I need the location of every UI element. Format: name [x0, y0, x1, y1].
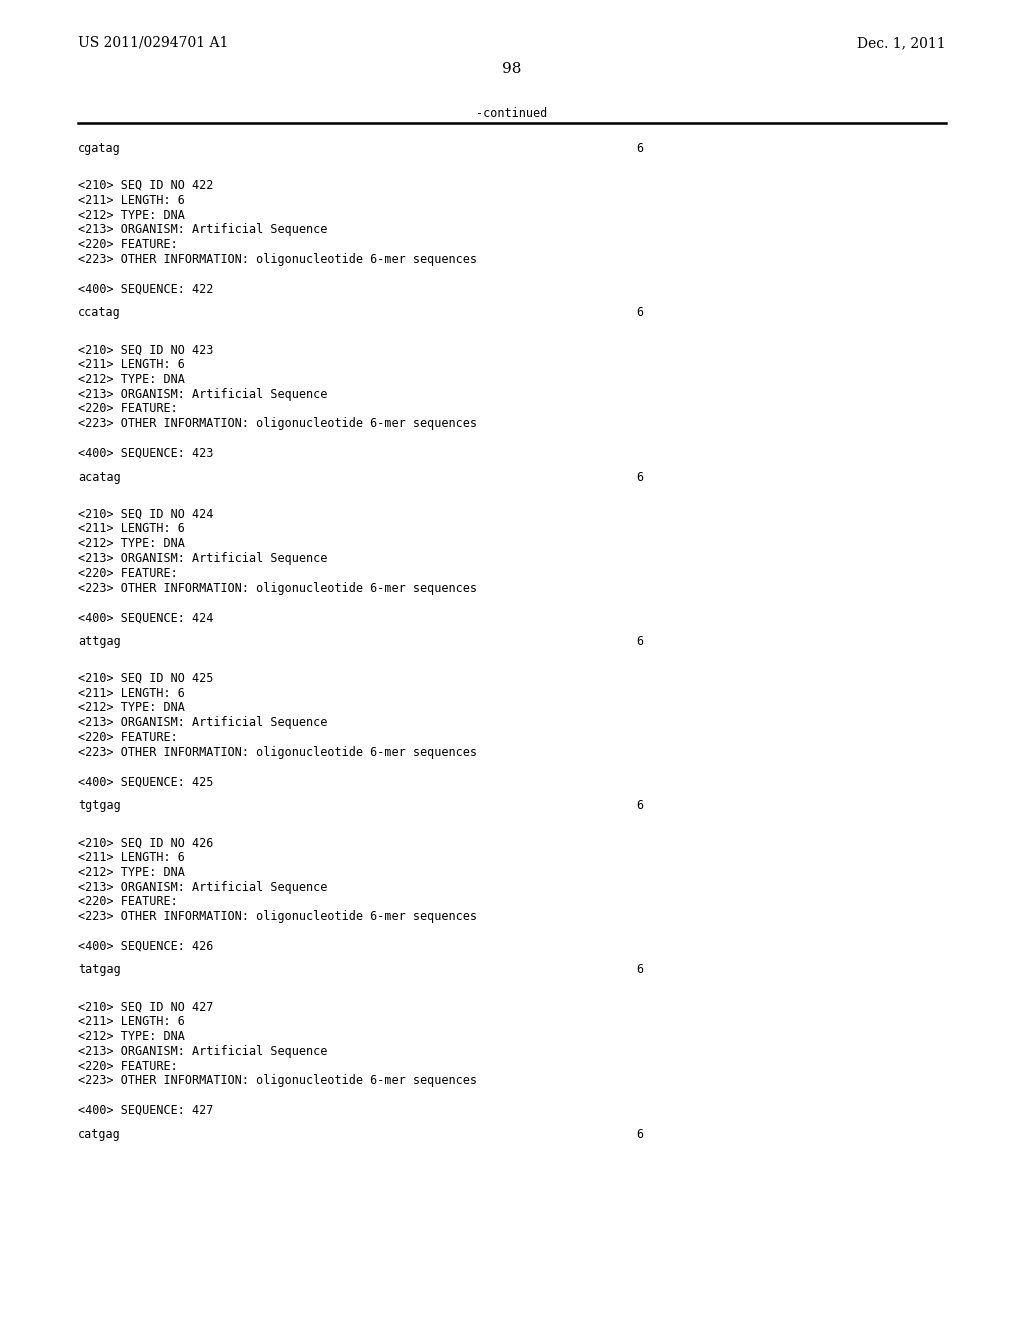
Text: 6: 6: [636, 1127, 643, 1140]
Text: <220> FEATURE:: <220> FEATURE:: [78, 731, 178, 744]
Text: <220> FEATURE:: <220> FEATURE:: [78, 895, 178, 908]
Text: 6: 6: [636, 306, 643, 319]
Text: <400> SEQUENCE: 426: <400> SEQUENCE: 426: [78, 940, 213, 953]
Text: 6: 6: [636, 799, 643, 812]
Text: <220> FEATURE:: <220> FEATURE:: [78, 1060, 178, 1073]
Text: <213> ORGANISM: Artificial Sequence: <213> ORGANISM: Artificial Sequence: [78, 552, 328, 565]
Text: 6: 6: [636, 635, 643, 648]
Text: US 2011/0294701 A1: US 2011/0294701 A1: [78, 36, 228, 50]
Text: 6: 6: [636, 964, 643, 977]
Text: -continued: -continued: [476, 107, 548, 120]
Text: <213> ORGANISM: Artificial Sequence: <213> ORGANISM: Artificial Sequence: [78, 880, 328, 894]
Text: <211> LENGTH: 6: <211> LENGTH: 6: [78, 686, 185, 700]
Text: <213> ORGANISM: Artificial Sequence: <213> ORGANISM: Artificial Sequence: [78, 717, 328, 729]
Text: tatgag: tatgag: [78, 964, 121, 977]
Text: 98: 98: [503, 62, 521, 77]
Text: <212> TYPE: DNA: <212> TYPE: DNA: [78, 866, 185, 879]
Text: <223> OTHER INFORMATION: oligonucleotide 6-mer sequences: <223> OTHER INFORMATION: oligonucleotide…: [78, 909, 477, 923]
Text: <223> OTHER INFORMATION: oligonucleotide 6-mer sequences: <223> OTHER INFORMATION: oligonucleotide…: [78, 746, 477, 759]
Text: <210> SEQ ID NO 426: <210> SEQ ID NO 426: [78, 836, 213, 849]
Text: <212> TYPE: DNA: <212> TYPE: DNA: [78, 372, 185, 385]
Text: <400> SEQUENCE: 422: <400> SEQUENCE: 422: [78, 282, 213, 296]
Text: <220> FEATURE:: <220> FEATURE:: [78, 238, 178, 251]
Text: cgatag: cgatag: [78, 143, 121, 154]
Text: <220> FEATURE:: <220> FEATURE:: [78, 566, 178, 579]
Text: <400> SEQUENCE: 424: <400> SEQUENCE: 424: [78, 611, 213, 624]
Text: catgag: catgag: [78, 1127, 121, 1140]
Text: <210> SEQ ID NO 423: <210> SEQ ID NO 423: [78, 343, 213, 356]
Text: <400> SEQUENCE: 425: <400> SEQUENCE: 425: [78, 775, 213, 788]
Text: <211> LENGTH: 6: <211> LENGTH: 6: [78, 523, 185, 536]
Text: <210> SEQ ID NO 427: <210> SEQ ID NO 427: [78, 1001, 213, 1014]
Text: <211> LENGTH: 6: <211> LENGTH: 6: [78, 358, 185, 371]
Text: <212> TYPE: DNA: <212> TYPE: DNA: [78, 209, 185, 222]
Text: 6: 6: [636, 143, 643, 154]
Text: <210> SEQ ID NO 422: <210> SEQ ID NO 422: [78, 180, 213, 191]
Text: <223> OTHER INFORMATION: oligonucleotide 6-mer sequences: <223> OTHER INFORMATION: oligonucleotide…: [78, 253, 477, 267]
Text: tgtgag: tgtgag: [78, 799, 121, 812]
Text: <210> SEQ ID NO 424: <210> SEQ ID NO 424: [78, 508, 213, 520]
Text: <223> OTHER INFORMATION: oligonucleotide 6-mer sequences: <223> OTHER INFORMATION: oligonucleotide…: [78, 582, 477, 594]
Text: attgag: attgag: [78, 635, 121, 648]
Text: ccatag: ccatag: [78, 306, 121, 319]
Text: acatag: acatag: [78, 470, 121, 483]
Text: <400> SEQUENCE: 423: <400> SEQUENCE: 423: [78, 447, 213, 459]
Text: <212> TYPE: DNA: <212> TYPE: DNA: [78, 1030, 185, 1043]
Text: <220> FEATURE:: <220> FEATURE:: [78, 403, 178, 416]
Text: Dec. 1, 2011: Dec. 1, 2011: [857, 36, 946, 50]
Text: 6: 6: [636, 470, 643, 483]
Text: <212> TYPE: DNA: <212> TYPE: DNA: [78, 701, 185, 714]
Text: <223> OTHER INFORMATION: oligonucleotide 6-mer sequences: <223> OTHER INFORMATION: oligonucleotide…: [78, 1074, 477, 1088]
Text: <400> SEQUENCE: 427: <400> SEQUENCE: 427: [78, 1104, 213, 1117]
Text: <211> LENGTH: 6: <211> LENGTH: 6: [78, 851, 185, 863]
Text: <211> LENGTH: 6: <211> LENGTH: 6: [78, 194, 185, 207]
Text: <210> SEQ ID NO 425: <210> SEQ ID NO 425: [78, 672, 213, 685]
Text: <211> LENGTH: 6: <211> LENGTH: 6: [78, 1015, 185, 1028]
Text: <213> ORGANISM: Artificial Sequence: <213> ORGANISM: Artificial Sequence: [78, 1045, 328, 1057]
Text: <213> ORGANISM: Artificial Sequence: <213> ORGANISM: Artificial Sequence: [78, 388, 328, 401]
Text: <212> TYPE: DNA: <212> TYPE: DNA: [78, 537, 185, 550]
Text: <213> ORGANISM: Artificial Sequence: <213> ORGANISM: Artificial Sequence: [78, 223, 328, 236]
Text: <223> OTHER INFORMATION: oligonucleotide 6-mer sequences: <223> OTHER INFORMATION: oligonucleotide…: [78, 417, 477, 430]
